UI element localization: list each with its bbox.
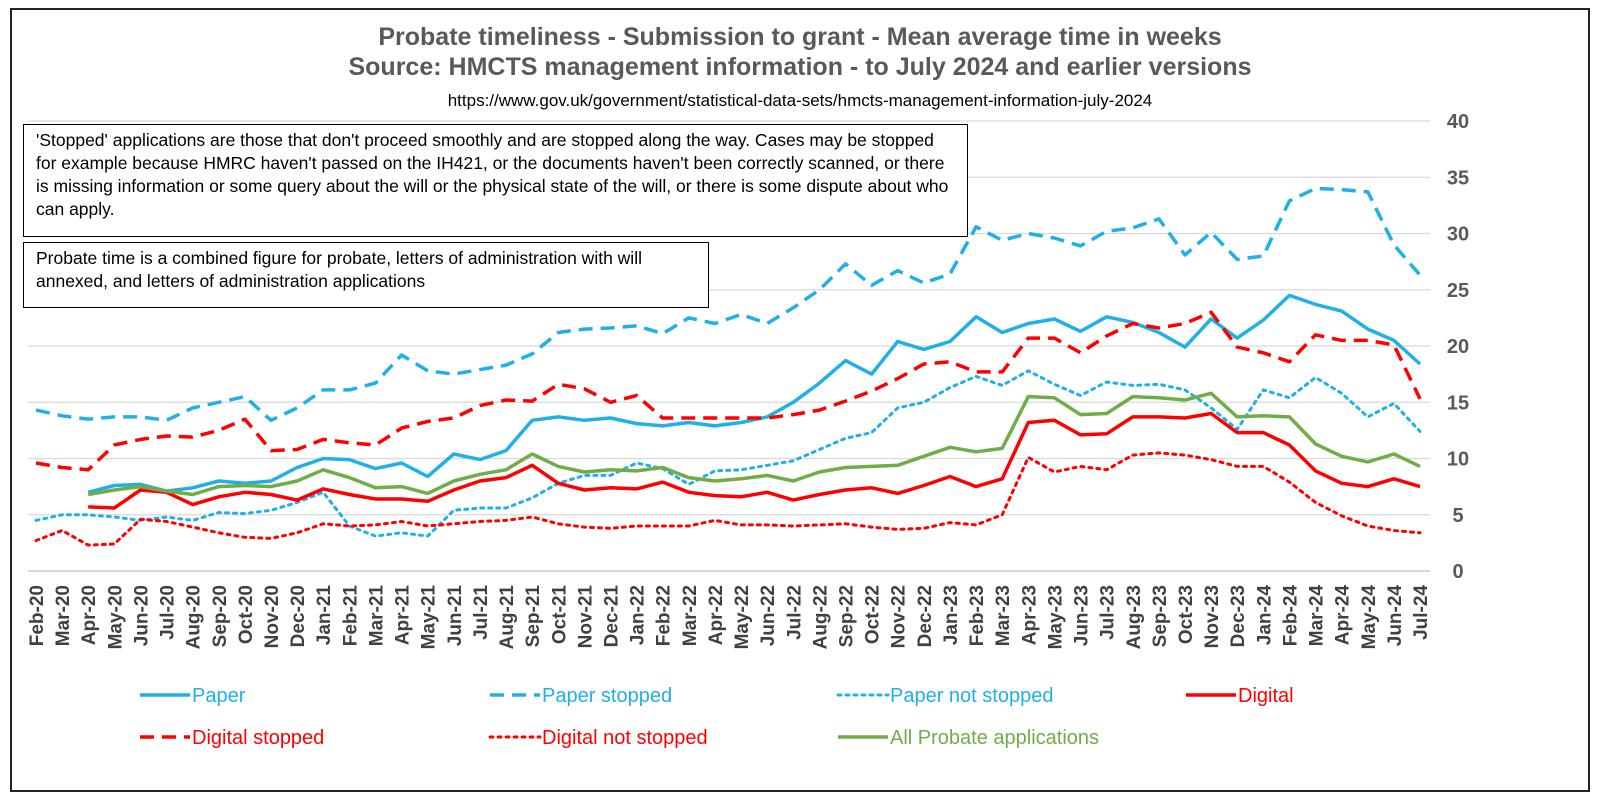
y-tick-label: 25 xyxy=(1447,280,1469,302)
x-tick-label: Aug-22 xyxy=(810,585,831,649)
x-tick-label: Mar-23 xyxy=(993,585,1014,646)
x-tick-label: Jan-24 xyxy=(1254,585,1275,646)
x-tick-label: Aug-23 xyxy=(1124,585,1145,649)
x-tick-label: Dec-23 xyxy=(1228,585,1249,647)
x-tick-label: Jul-20 xyxy=(158,585,179,640)
x-tick-label: Jul-23 xyxy=(1098,585,1119,640)
x-tick-label: Oct-22 xyxy=(863,585,884,644)
x-tick-label: May-22 xyxy=(732,585,753,649)
x-tick-label: Jul-22 xyxy=(784,585,805,640)
series-line-digital xyxy=(88,411,1421,510)
x-tick-label: Mar-20 xyxy=(53,585,74,646)
x-tick-label: Jun-21 xyxy=(445,585,466,647)
x-tick-label: May-20 xyxy=(105,585,126,649)
x-tick-label: Aug-20 xyxy=(184,585,205,649)
series-line-digital-stopped xyxy=(35,310,1422,472)
probate-note: Probate time is a combined figure for pr… xyxy=(23,242,709,308)
x-tick-label: Oct-21 xyxy=(549,585,570,645)
chart-title: Probate timeliness - Submission to grant… xyxy=(378,23,1222,51)
x-tick-label: Apr-22 xyxy=(706,585,727,645)
x-tick-label: Jul-21 xyxy=(471,585,492,640)
x-tick-label: Apr-23 xyxy=(1019,585,1040,645)
y-tick-label: 30 xyxy=(1447,224,1469,246)
x-tick-label: Sep-23 xyxy=(1150,585,1171,647)
legend-label: Paper xyxy=(192,685,246,707)
x-tick-label: Apr-20 xyxy=(79,585,100,645)
x-tick-label: Mar-21 xyxy=(366,585,387,647)
y-tick-label: 0 xyxy=(1452,561,1463,583)
y-tick-label: 35 xyxy=(1447,167,1469,189)
x-tick-label: Mar-22 xyxy=(680,585,701,646)
x-tick-label: Jun-22 xyxy=(758,585,779,646)
x-tick-label: Jan-23 xyxy=(941,585,962,645)
x-tick-label: Feb-24 xyxy=(1280,585,1301,647)
x-tick-label: Jun-23 xyxy=(1072,585,1093,646)
x-tick-label: May-21 xyxy=(419,585,440,650)
source-url: https://www.gov.uk/government/statistica… xyxy=(447,91,1153,110)
x-tick-label: Jul-24 xyxy=(1411,585,1432,640)
y-tick-label: 10 xyxy=(1447,449,1469,471)
x-tick-label: Feb-22 xyxy=(654,585,675,646)
x-tick-label: Mar-24 xyxy=(1307,585,1328,647)
y-tick-label: 20 xyxy=(1447,336,1469,358)
x-tick-label: Nov-20 xyxy=(262,585,283,648)
x-tick-label: Feb-23 xyxy=(967,585,988,646)
series-line-paper-not-stopped xyxy=(34,369,1422,538)
x-tick-label: May-24 xyxy=(1359,585,1380,650)
x-tick-label: Nov-22 xyxy=(889,585,910,648)
x-tick-label: Apr-21 xyxy=(393,585,414,646)
legend-label: All Probate applications xyxy=(890,727,1099,749)
legend-label: Paper not stopped xyxy=(890,685,1053,707)
x-tick-label: Oct-23 xyxy=(1176,585,1197,644)
x-tick-label: Dec-21 xyxy=(601,585,622,648)
chart-subtitle: Source: HMCTS management information - t… xyxy=(348,53,1252,81)
y-tick-label: 5 xyxy=(1452,505,1463,527)
x-tick-label: Nov-23 xyxy=(1202,585,1223,648)
x-tick-label: Jun-24 xyxy=(1385,585,1406,647)
stopped-note: 'Stopped' applications are those that do… xyxy=(23,124,968,237)
y-tick-label: 15 xyxy=(1447,392,1469,414)
x-tick-label: Dec-22 xyxy=(915,585,936,647)
x-tick-label: Jan-22 xyxy=(628,585,649,645)
series-line-digital-not-stopped xyxy=(34,451,1422,547)
x-tick-label: Sep-21 xyxy=(523,585,544,648)
x-tick-label: Dec-20 xyxy=(288,585,309,647)
legend-label: Digital stopped xyxy=(192,727,324,749)
x-tick-label: Jun-20 xyxy=(131,585,152,646)
x-tick-label: Feb-21 xyxy=(340,585,361,647)
series-line-paper-stopped xyxy=(35,186,1422,423)
legend-label: Paper stopped xyxy=(542,685,672,707)
x-tick-label: Feb-20 xyxy=(27,585,48,646)
x-tick-label: Nov-21 xyxy=(575,585,596,649)
x-tick-label: Aug-21 xyxy=(497,585,518,650)
series-line-all-probate-applications xyxy=(87,391,1421,497)
y-tick-label: 40 xyxy=(1447,111,1469,133)
x-tick-label: May-23 xyxy=(1045,585,1066,649)
x-tick-label: Sep-22 xyxy=(837,585,858,647)
x-tick-label: Oct-20 xyxy=(236,585,257,644)
x-tick-label: Apr-24 xyxy=(1333,585,1354,646)
x-tick-label: Sep-20 xyxy=(210,585,231,647)
legend-label: Digital not stopped xyxy=(542,727,708,749)
legend-label: Digital xyxy=(1238,685,1294,707)
x-tick-label: Jan-21 xyxy=(314,585,335,646)
